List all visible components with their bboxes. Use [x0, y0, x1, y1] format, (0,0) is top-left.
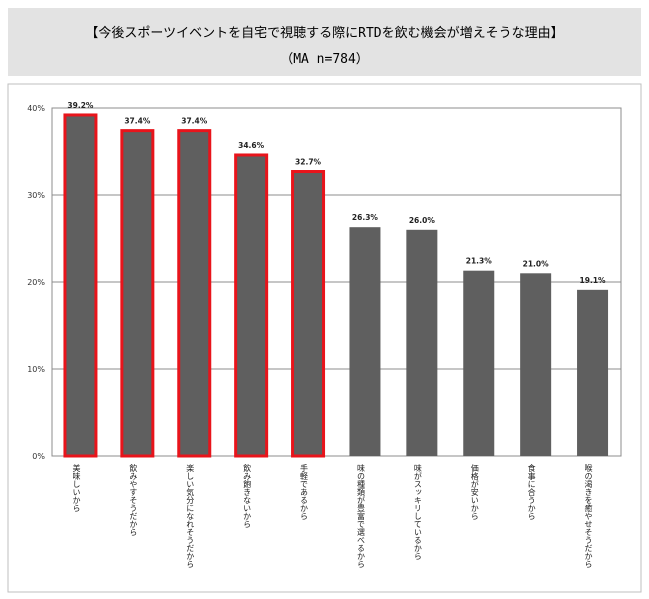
- bar: [291, 170, 326, 458]
- category-label: 手軽であるから: [300, 463, 309, 520]
- bar: [349, 227, 381, 456]
- y-tick-label: 40%: [27, 104, 45, 113]
- y-tick-label: 30%: [27, 191, 45, 200]
- category-label: 喉の渇きを癒やせそうだから: [584, 463, 593, 568]
- data-label: 37.4%: [181, 117, 208, 126]
- data-label: 39.2%: [67, 101, 94, 110]
- y-tick-label: 10%: [27, 365, 45, 374]
- bar: [406, 229, 438, 456]
- bar: [63, 113, 98, 458]
- data-label: 26.3%: [352, 213, 379, 222]
- category-label: 飲み飽きないから: [243, 463, 252, 528]
- chart-subtitle: （MA n=784）: [280, 52, 369, 67]
- title-box: 【今後スポーツイベントを自宅で視聴する際にRTDを飲む機会が増えそうな理由】 （…: [8, 8, 641, 76]
- category-label: 食事に合うから: [527, 463, 536, 520]
- category-label: 味の種類が豊富で選べるから: [356, 463, 365, 568]
- data-label: 34.6%: [238, 141, 265, 150]
- y-tick-label: 0%: [32, 452, 45, 461]
- data-label: 37.4%: [124, 117, 151, 126]
- data-label: 26.0%: [409, 216, 436, 225]
- category-label: 楽しい気分になれそうだから: [186, 463, 195, 568]
- data-label: 19.1%: [580, 276, 607, 285]
- chart-frame: [7, 83, 642, 593]
- data-label: 21.0%: [523, 259, 550, 268]
- category-label: 美味しいから: [72, 463, 81, 512]
- bar: [177, 129, 212, 458]
- bar: [234, 153, 269, 458]
- bar: [120, 129, 155, 458]
- category-label: 味がスッキリしているから: [413, 463, 422, 560]
- bar: [463, 270, 495, 456]
- bar: [577, 289, 609, 456]
- data-label: 21.3%: [466, 257, 493, 266]
- bar: [520, 273, 552, 456]
- y-tick-label: 20%: [27, 278, 45, 287]
- category-label: 価格が安いから: [470, 463, 479, 520]
- category-label: 飲みやすそうだから: [129, 463, 138, 536]
- data-label: 32.7%: [295, 158, 322, 167]
- chart-title: 【今後スポーツイベントを自宅で視聴する際にRTDを飲む機会が増えそうな理由】: [85, 26, 564, 41]
- plot-area: [51, 107, 622, 457]
